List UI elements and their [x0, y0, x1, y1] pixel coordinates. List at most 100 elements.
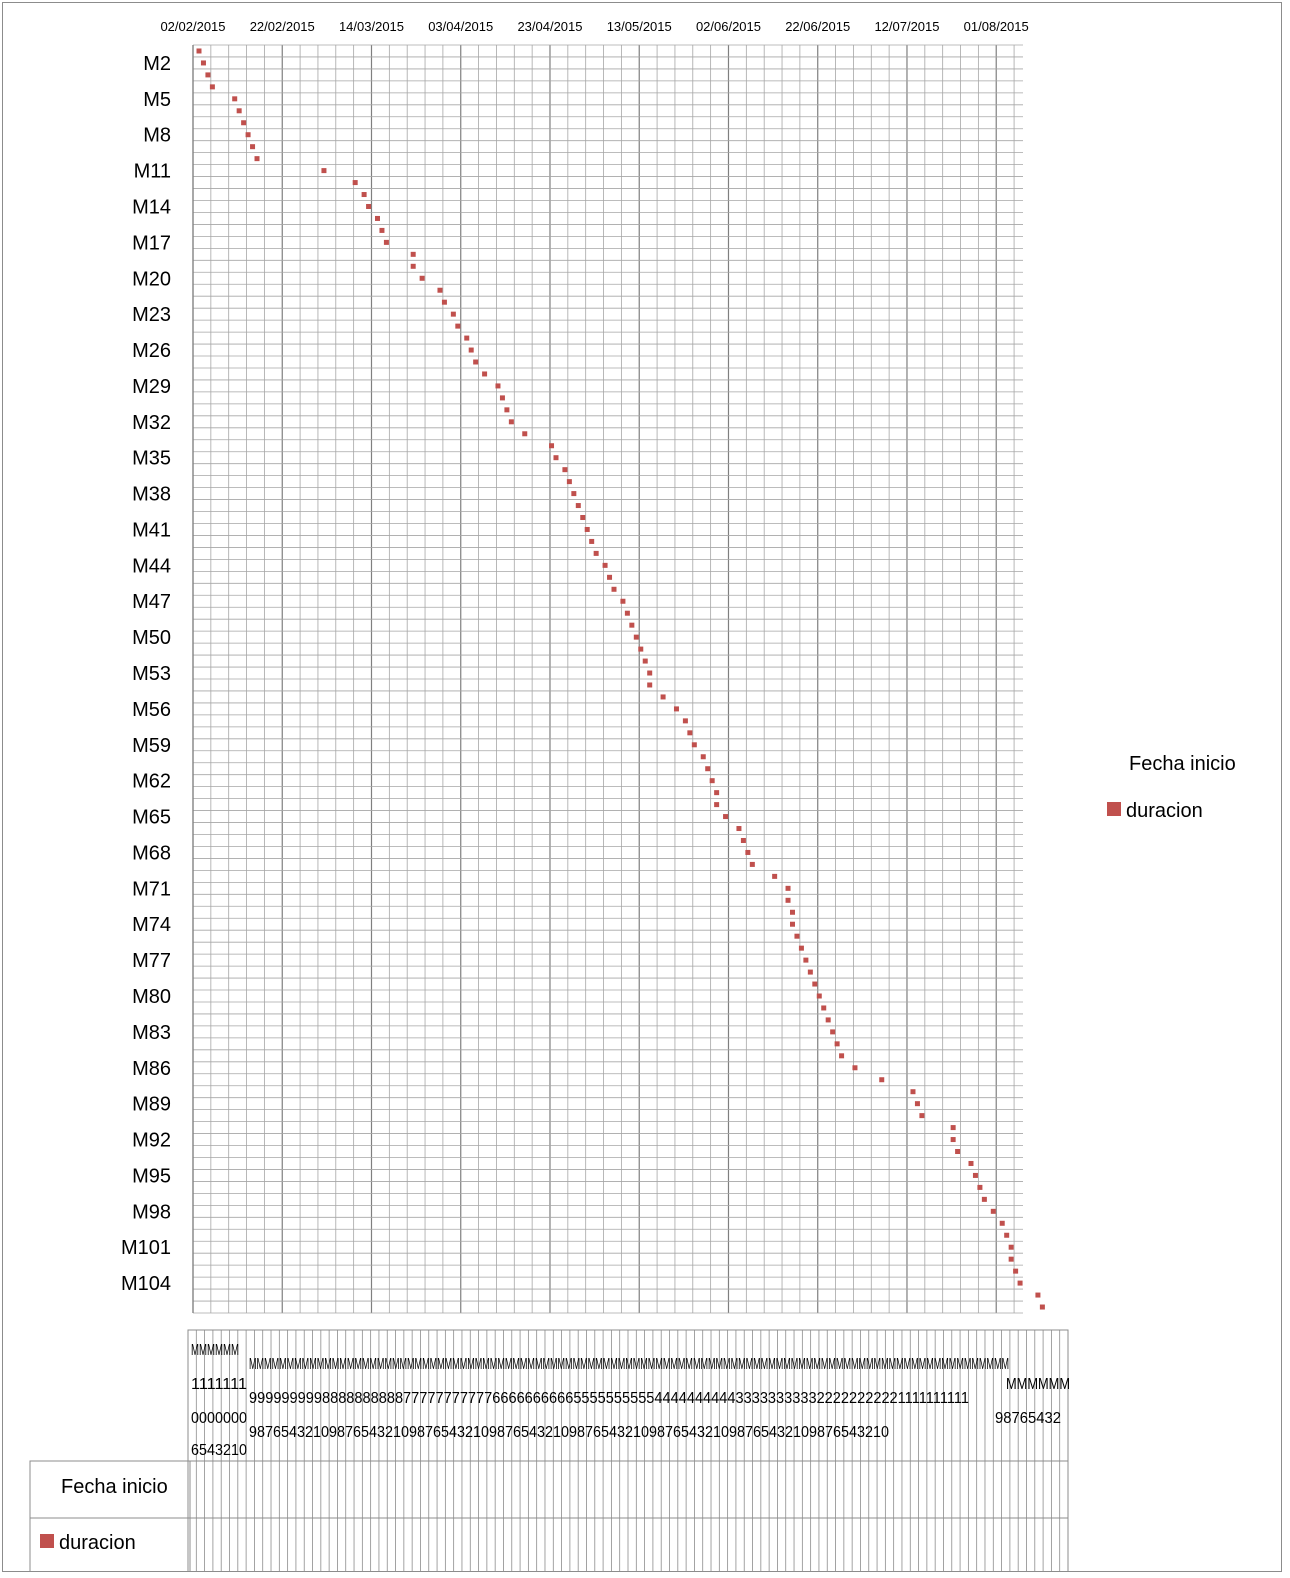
- data-point: [553, 455, 559, 461]
- data-point: [562, 467, 568, 473]
- x-tick-label: 01/08/2015: [964, 19, 1029, 34]
- chart-svg: 02/02/2015 22/02/2015 14/03/2015 03/04/2015…: [29, 19, 1236, 1576]
- data-point: [972, 1172, 978, 1178]
- data-point: [410, 251, 416, 257]
- y-tick-label: M35: [132, 448, 171, 470]
- y-tick-label: M2: [143, 53, 171, 75]
- data-point: [383, 239, 389, 245]
- data-point: [495, 383, 501, 389]
- y-tick-label: M41: [132, 519, 171, 541]
- table-category-glyphs: MMMMMM: [191, 1342, 239, 1359]
- data-points: [196, 48, 1045, 1310]
- data-point: [232, 96, 238, 102]
- data-point: [834, 1041, 840, 1047]
- y-tick-label: M50: [132, 627, 171, 649]
- data-point: [638, 646, 644, 652]
- data-point: [593, 550, 599, 556]
- y-tick-label: M68: [132, 842, 171, 864]
- table-category-glyphs: 98765432: [995, 1410, 1061, 1427]
- data-point: [642, 658, 648, 664]
- data-point: [839, 1053, 845, 1059]
- data-point: [633, 634, 639, 640]
- data-point: [999, 1220, 1005, 1226]
- x-tick-label: 13/05/2015: [607, 19, 672, 34]
- x-tick-label: 12/07/2015: [874, 19, 939, 34]
- data-point: [589, 538, 595, 544]
- data-point: [812, 981, 818, 987]
- plot-grid: [192, 44, 1023, 1314]
- y-tick-labels: M2 M5 M8 M11 M14 M17 M20 M23 M26 M29 M32 M35 M38 M41 M…: [121, 53, 171, 1295]
- y-tick-label: M14: [132, 196, 171, 218]
- data-point: [798, 945, 804, 951]
- data-point: [1017, 1280, 1023, 1286]
- y-tick-label: M5: [143, 89, 171, 111]
- data-point: [245, 132, 251, 138]
- y-tick-label: M98: [132, 1201, 171, 1223]
- data-point: [714, 790, 720, 796]
- data-point: [473, 359, 479, 365]
- data-point: [950, 1137, 956, 1143]
- data-point: [624, 610, 630, 616]
- table-row-fecha-inicio: Fecha inicio: [61, 1476, 168, 1498]
- table-row-duracion: duracion: [59, 1532, 136, 1554]
- x-tick-label: 02/06/2015: [696, 19, 761, 34]
- table-category-glyphs: 1111111: [191, 1376, 247, 1393]
- y-tick-label: M20: [132, 268, 171, 290]
- data-point: [825, 1017, 831, 1023]
- data-point: [977, 1184, 983, 1190]
- data-point: [352, 180, 358, 186]
- data-point: [852, 1065, 858, 1071]
- data-point: [647, 682, 653, 688]
- data-table-grid: [195, 1330, 1061, 1575]
- data-point: [584, 526, 590, 532]
- data-point: [794, 933, 800, 939]
- table-swatch-duracion: [40, 1534, 54, 1548]
- y-tick-label: M80: [132, 986, 171, 1008]
- data-point: [450, 311, 456, 317]
- y-tick-label: M86: [132, 1058, 171, 1080]
- data-point: [611, 586, 617, 592]
- data-point: [691, 742, 697, 748]
- data-point: [807, 969, 813, 975]
- data-point: [419, 275, 425, 281]
- y-tick-label: M29: [132, 376, 171, 398]
- y-tick-label: M8: [143, 125, 171, 147]
- data-point: [620, 598, 626, 604]
- table-category-glyphs: MMMMMMMMMMMMMMMMMMMMMMMMMMMMMMMMMMMMMMMM…: [249, 1356, 1009, 1373]
- y-tick-label: M32: [132, 412, 171, 434]
- data-point: [522, 431, 528, 437]
- data-point: [482, 371, 488, 377]
- data-point: [785, 897, 791, 903]
- data-point: [236, 108, 242, 114]
- table-category-glyphs: MMMMMM: [1006, 1376, 1070, 1393]
- data-point: [200, 60, 206, 66]
- data-point: [709, 778, 715, 784]
- y-tick-label: M11: [134, 161, 171, 183]
- data-point: [410, 263, 416, 269]
- data-point: [607, 574, 613, 580]
- data-point: [830, 1029, 836, 1035]
- y-tick-label: M71: [132, 878, 171, 900]
- data-point: [950, 1125, 956, 1131]
- data-point: [437, 287, 443, 293]
- data-point: [816, 993, 822, 999]
- data-point: [455, 323, 461, 329]
- y-tick-label: M59: [132, 735, 171, 757]
- data-point: [602, 562, 608, 568]
- data-point: [464, 335, 470, 341]
- data-point: [504, 407, 510, 413]
- data-point: [1004, 1232, 1010, 1238]
- legend-entry-duracion: duracion: [1126, 800, 1203, 822]
- x-tick-label: 22/02/2015: [250, 19, 315, 34]
- data-point: [968, 1160, 974, 1166]
- data-point: [879, 1077, 885, 1083]
- data-point: [1013, 1268, 1019, 1274]
- data-point: [714, 802, 720, 808]
- data-point: [250, 144, 256, 150]
- data-point: [772, 873, 778, 879]
- data-point: [919, 1113, 925, 1119]
- data-table-category-labels: MMMMMMMMMMMMMMMMMMMMMMMMMMMMMMMMMMMMMMMM…: [191, 1342, 1070, 1459]
- data-point: [740, 837, 746, 843]
- y-tick-label: M44: [132, 555, 171, 577]
